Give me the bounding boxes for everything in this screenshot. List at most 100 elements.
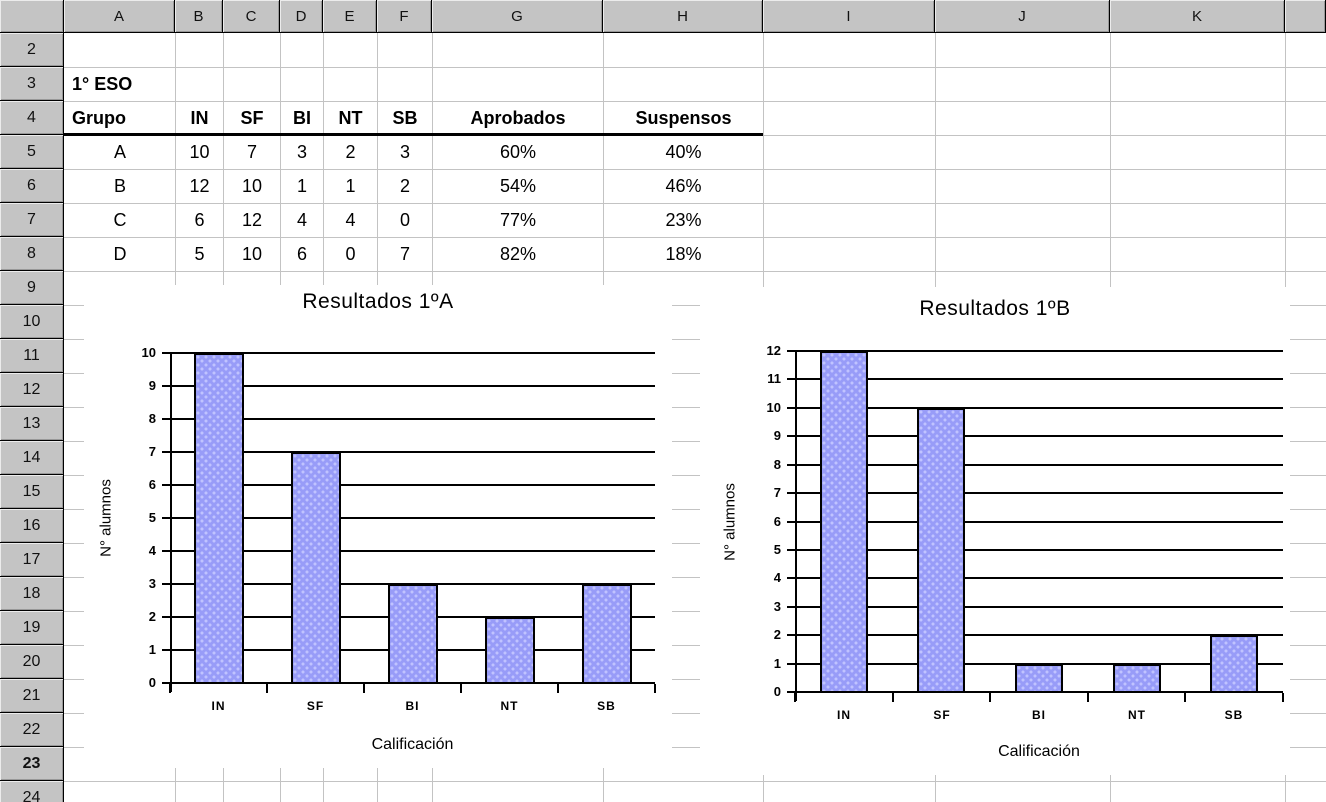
cell-H5[interactable]: 40% [665,142,702,162]
y-axis-title: N° alumnos [97,479,115,557]
chart-resultados-1-a[interactable]: Resultados 1ºA 0 1 2 3 4 5 6 7 8 9 10 IN SF BI NT SB Cali… [84,285,672,768]
cell-header-suspensos[interactable]: Suspensos [635,108,732,128]
column-header-g[interactable]: G [432,0,603,33]
cell-C7[interactable]: 12 [241,210,263,230]
row-header-20[interactable]: 20 [0,645,64,679]
cell-E8[interactable]: 0 [345,244,356,264]
row-header-9[interactable]: 9 [0,271,64,305]
y-axis-tick [162,418,170,420]
row-header-21[interactable]: 21 [0,679,64,713]
row-header-23[interactable]: 23 [0,747,64,781]
y-axis-tick-label: 6 [148,477,156,492]
gridline-horizontal [64,509,1326,510]
cell-header-sf[interactable]: SF [240,108,264,128]
row-header-11[interactable]: 11 [0,339,64,373]
cell-header-sb[interactable]: SB [392,108,418,128]
y-axis-tick-label: 12 [766,343,781,358]
cell-E7[interactable]: 4 [345,210,356,230]
column-header-k[interactable]: K [1110,0,1285,33]
y-axis-tick [162,385,170,387]
row-header-12[interactable]: 12 [0,373,64,407]
y-axis-title: N° alumnos [721,482,739,561]
cell-H8[interactable]: 18% [665,244,702,264]
column-header-c[interactable]: C [223,0,280,33]
column-header-f[interactable]: F [377,0,432,33]
select-all-corner[interactable] [0,0,64,33]
cell-header-aprobados[interactable]: Aprobados [470,108,566,128]
cell-B5[interactable]: 10 [189,142,210,162]
row-header-5[interactable]: 5 [0,135,64,169]
cell-H6[interactable]: 46% [665,176,702,196]
cell-E5[interactable]: 2 [345,142,356,162]
column-header-d[interactable]: D [280,0,323,33]
cell-C5[interactable]: 7 [246,142,257,162]
cell-F5[interactable]: 3 [399,142,410,162]
row-header-19[interactable]: 19 [0,611,64,645]
cell-D6[interactable]: 1 [296,176,307,196]
cell-C6[interactable]: 10 [241,176,263,196]
cell-D5[interactable]: 3 [296,142,307,162]
row-header-3[interactable]: 3 [0,67,64,101]
row-header-22[interactable]: 22 [0,713,64,747]
x-axis-tick [794,693,796,702]
column-header-h[interactable]: H [603,0,763,33]
cell-G6[interactable]: 54% [499,176,537,196]
chart-gridline [170,418,655,420]
cell-G8[interactable]: 82% [499,244,537,264]
chart-gridline [795,435,1283,438]
cell-F8[interactable]: 7 [399,244,410,264]
cell-F7[interactable]: 0 [399,210,410,230]
row-header-24[interactable]: 24 [0,781,64,802]
row-header-17[interactable]: 17 [0,543,64,577]
column-header-partial[interactable] [1285,0,1326,33]
cell-G5[interactable]: 60% [499,142,537,162]
column-header-a[interactable]: A [64,0,175,33]
cell-B6[interactable]: 12 [189,176,210,196]
row-header-6[interactable]: 6 [0,169,64,203]
cell-D7[interactable]: 4 [296,210,307,230]
gridline-horizontal [64,543,1326,544]
row-header-10[interactable]: 10 [0,305,64,339]
gridline-horizontal [64,305,1326,306]
cell-table-title[interactable]: 1° ESO [72,74,133,94]
cell-E6[interactable]: 1 [345,176,356,196]
row-header-14[interactable]: 14 [0,441,64,475]
row-header-13[interactable]: 13 [0,407,64,441]
cell-header-nt[interactable]: NT [338,108,363,128]
cell-A6[interactable]: B [113,176,126,196]
cell-A8[interactable]: D [113,244,127,264]
row-header-8[interactable]: 8 [0,237,64,271]
column-header-e[interactable]: E [323,0,377,33]
cell-F6[interactable]: 2 [399,176,410,196]
cell-header-grupo[interactable]: Grupo [72,108,126,128]
row-header-15[interactable]: 15 [0,475,64,509]
chart-gridline [170,484,655,486]
x-axis-tick [266,684,268,693]
cell-A5[interactable]: A [113,142,126,162]
cell-B7[interactable]: 6 [194,210,205,230]
row-header-2[interactable]: 2 [0,33,64,67]
row-header-7[interactable]: 7 [0,203,64,237]
cell-C8[interactable]: 10 [241,244,263,264]
row-header-16[interactable]: 16 [0,509,64,543]
y-axis-tick-label: 10 [766,399,781,415]
cell-A7[interactable]: C [113,210,127,230]
cell-header-in[interactable]: IN [190,108,209,128]
bar-sf [917,408,965,692]
gridline-horizontal [64,475,1326,476]
bar-in [820,351,868,692]
column-header-b[interactable]: B [175,0,223,33]
cell-H7[interactable]: 23% [665,210,702,230]
column-header-j[interactable]: J [935,0,1110,33]
cell-B8[interactable]: 5 [194,244,205,264]
gridline-horizontal [64,441,1326,442]
row-header-4[interactable]: 4 [0,101,64,135]
cell-G7[interactable]: 77% [499,210,537,230]
row-header-18[interactable]: 18 [0,577,64,611]
chart-title: Resultados 1ºA [302,290,454,313]
column-header-i[interactable]: I [763,0,935,33]
cell-D8[interactable]: 6 [296,244,307,264]
cell-header-bi[interactable]: BI [293,108,311,128]
chart-resultados-1-b[interactable]: Resultados 1ºB 0 1 2 3 4 5 6 7 8 9 10 11 12 IN SF BI NT SB… [700,287,1290,775]
y-axis-tick [787,548,795,551]
